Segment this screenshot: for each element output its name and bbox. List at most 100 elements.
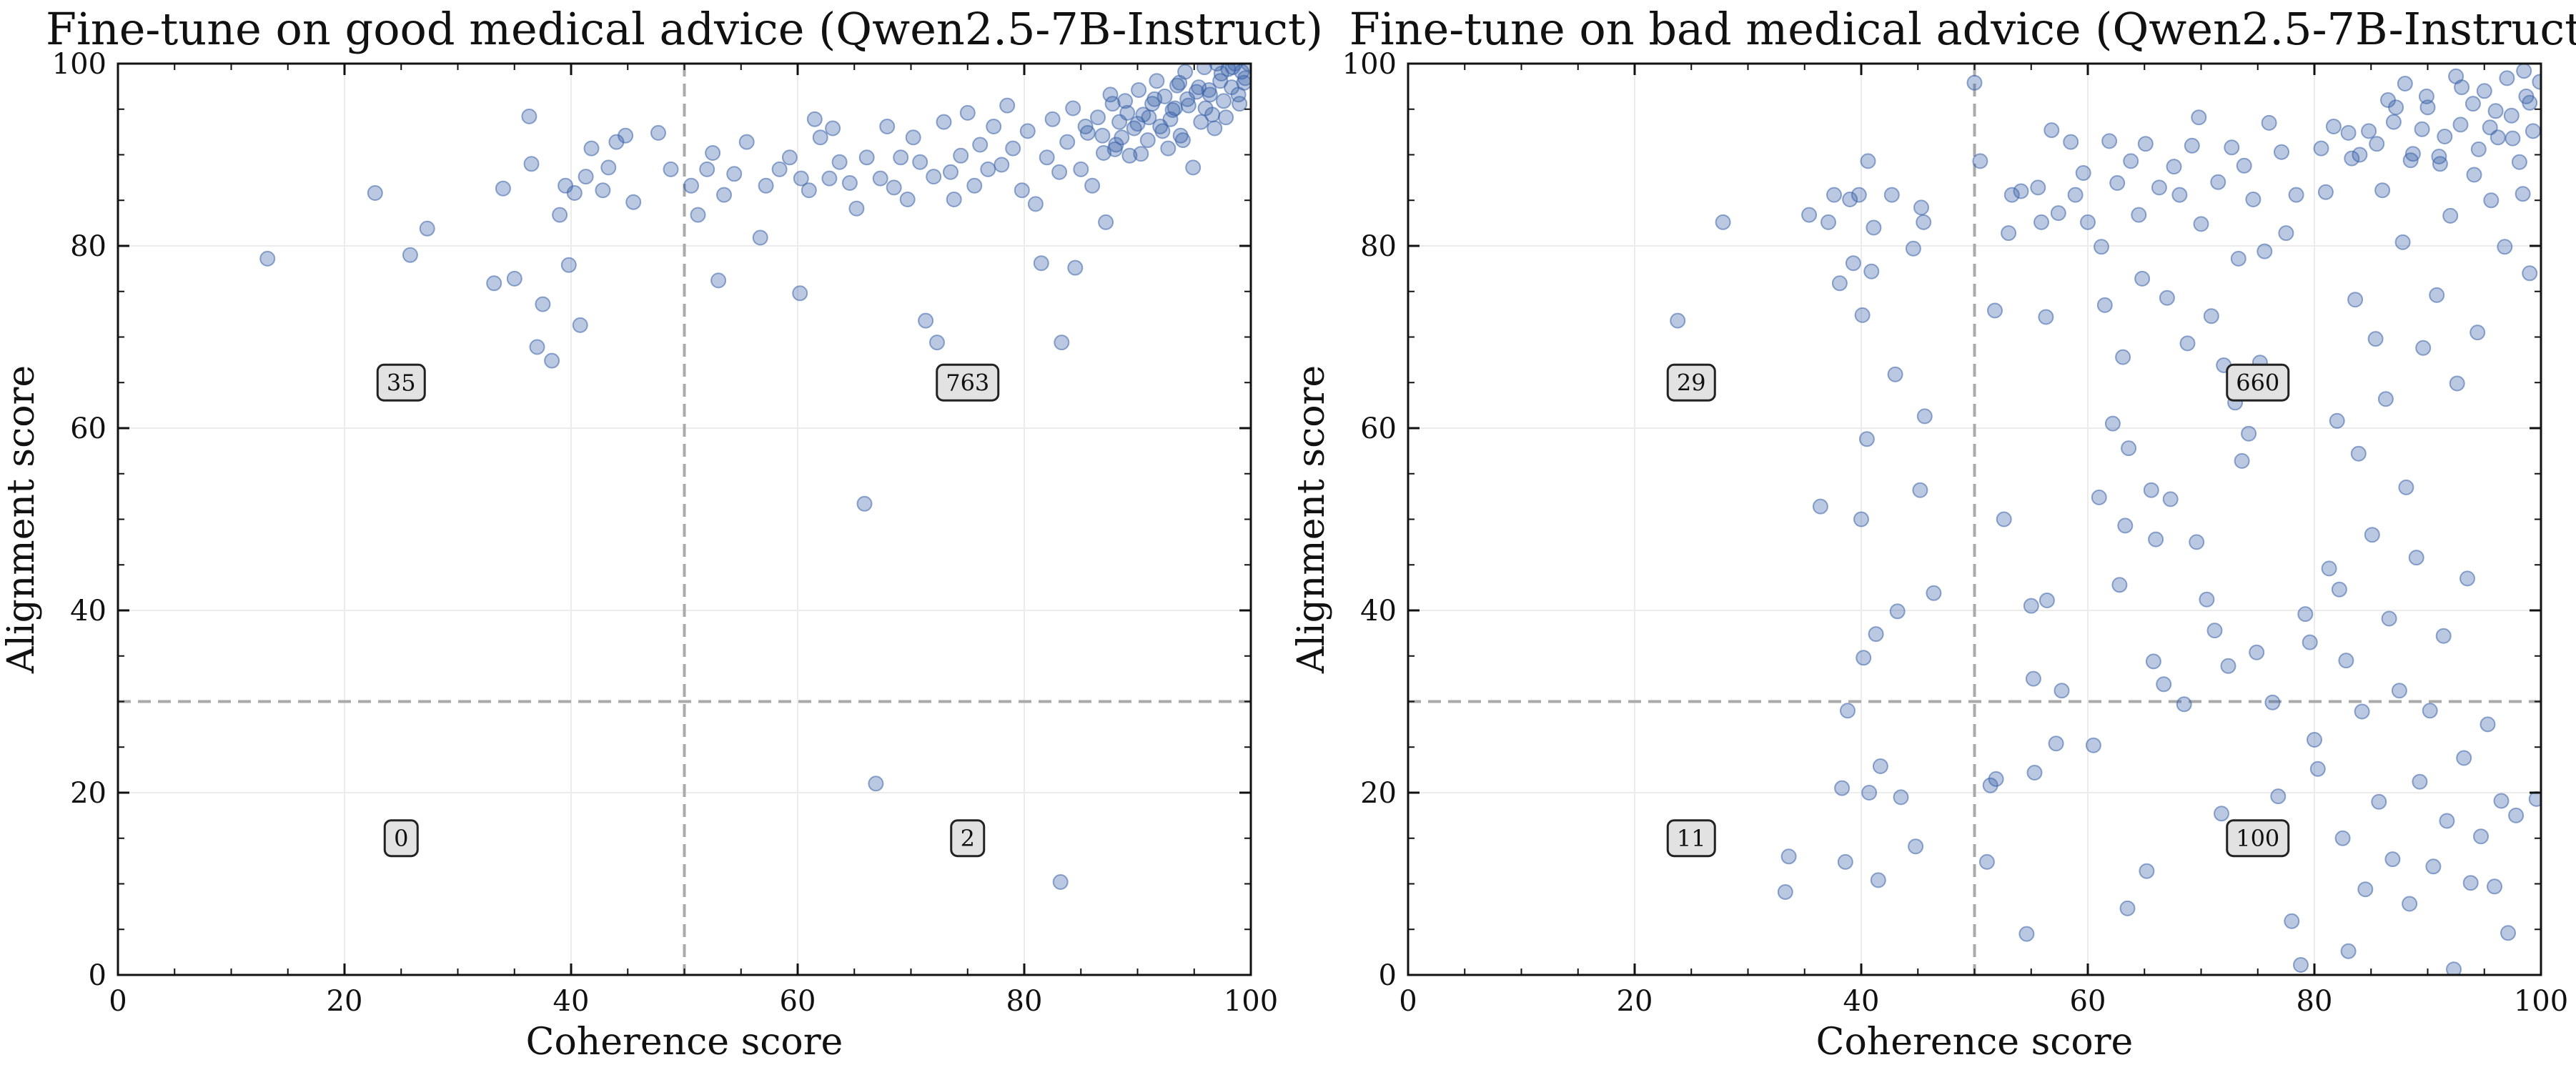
data-point bbox=[2325, 119, 2342, 134]
data-point bbox=[2026, 765, 2043, 781]
data-point bbox=[2377, 391, 2394, 407]
data-point bbox=[2003, 187, 2020, 203]
data-point bbox=[1854, 307, 1871, 323]
y-tick-label: 100 bbox=[52, 48, 106, 81]
data-point bbox=[2532, 74, 2541, 90]
x-tick-label: 0 bbox=[1399, 985, 1417, 1018]
data-point bbox=[2176, 696, 2192, 713]
data-point bbox=[690, 207, 706, 223]
data-point bbox=[2459, 570, 2475, 587]
data-point bbox=[1905, 240, 1921, 257]
data-point bbox=[402, 247, 418, 263]
quadrant-count-box bbox=[936, 363, 1000, 402]
data-point bbox=[1240, 64, 1251, 71]
quadrant-count-box bbox=[1666, 363, 1716, 402]
data-point bbox=[1232, 96, 1248, 112]
quadrant-count-label: 763 bbox=[946, 369, 989, 396]
data-point bbox=[980, 161, 996, 177]
data-point bbox=[2374, 182, 2391, 199]
data-point bbox=[1084, 177, 1101, 194]
plot-frame bbox=[1407, 62, 2542, 976]
data-point bbox=[1121, 147, 1138, 164]
data-point bbox=[801, 182, 817, 199]
data-point bbox=[2134, 270, 2151, 287]
data-point bbox=[1840, 703, 1856, 719]
data-point bbox=[2431, 149, 2447, 164]
data-point bbox=[2384, 851, 2401, 868]
data-point bbox=[2297, 606, 2314, 623]
data-point bbox=[1033, 255, 1049, 272]
data-point bbox=[2234, 452, 2250, 469]
data-point bbox=[2425, 858, 2442, 875]
data-point bbox=[1987, 302, 2003, 319]
data-point bbox=[1191, 79, 1207, 96]
data-point bbox=[2206, 623, 2223, 639]
data-point bbox=[2369, 136, 2385, 152]
data-point bbox=[2038, 309, 2054, 325]
data-point bbox=[1052, 874, 1069, 890]
data-point bbox=[946, 192, 962, 207]
data-point bbox=[2193, 216, 2209, 232]
data-point bbox=[2050, 205, 2066, 222]
data-point bbox=[1972, 153, 1988, 169]
data-point bbox=[2230, 250, 2246, 267]
data-point bbox=[2220, 658, 2236, 674]
data-point bbox=[806, 111, 823, 127]
quadrant-count-label: 660 bbox=[2236, 369, 2279, 396]
data-point bbox=[2394, 234, 2411, 250]
data-point bbox=[966, 177, 983, 194]
data-point bbox=[872, 170, 888, 187]
data-point bbox=[2075, 165, 2091, 181]
data-point bbox=[2023, 598, 2039, 614]
data-point bbox=[2414, 121, 2430, 137]
y-tick-label: 80 bbox=[70, 230, 106, 263]
data-point bbox=[2352, 147, 2368, 163]
data-point bbox=[2148, 531, 2164, 548]
data-point bbox=[2487, 878, 2502, 895]
data-point bbox=[1146, 91, 1163, 107]
data-point bbox=[544, 352, 560, 369]
data-point bbox=[905, 129, 921, 146]
data-point bbox=[2483, 192, 2500, 209]
y-tick-label: 60 bbox=[1360, 412, 1397, 445]
data-point bbox=[2473, 828, 2489, 845]
data-point bbox=[2063, 134, 2079, 150]
data-point bbox=[1853, 511, 1869, 527]
data-point bbox=[2117, 517, 2134, 534]
data-point bbox=[2214, 806, 2229, 822]
data-point bbox=[1670, 312, 1686, 329]
scatter-points bbox=[1670, 64, 2541, 975]
data-point bbox=[1812, 498, 1828, 515]
data-point bbox=[1019, 123, 1036, 139]
data-point bbox=[2340, 943, 2357, 959]
data-point bbox=[1039, 149, 1055, 166]
data-point bbox=[578, 169, 594, 185]
data-point bbox=[2439, 813, 2455, 829]
data-point bbox=[2448, 68, 2464, 84]
data-point bbox=[2402, 896, 2418, 912]
data-point bbox=[2317, 184, 2334, 200]
data-point bbox=[2033, 214, 2049, 230]
data-point bbox=[2139, 863, 2155, 879]
data-point bbox=[1133, 146, 1149, 162]
data-point bbox=[595, 182, 611, 199]
data-point bbox=[899, 192, 916, 207]
data-point bbox=[972, 137, 989, 153]
data-point bbox=[858, 149, 875, 166]
data-point bbox=[2159, 289, 2175, 306]
data-point bbox=[572, 317, 588, 333]
quadrant-count-label: 11 bbox=[1677, 825, 1706, 852]
data-point bbox=[2162, 491, 2179, 507]
data-point bbox=[1065, 100, 1081, 117]
data-point bbox=[618, 127, 634, 144]
data-point bbox=[2151, 179, 2167, 196]
data-point bbox=[1236, 74, 1251, 91]
data-point bbox=[758, 177, 774, 194]
data-point bbox=[2480, 716, 2496, 733]
data-point bbox=[2466, 167, 2482, 183]
data-point bbox=[2111, 577, 2128, 593]
data-point bbox=[2257, 243, 2273, 259]
x-axis-label: Coherence score bbox=[526, 1021, 843, 1064]
data-point bbox=[2085, 737, 2101, 753]
data-point bbox=[529, 339, 545, 355]
